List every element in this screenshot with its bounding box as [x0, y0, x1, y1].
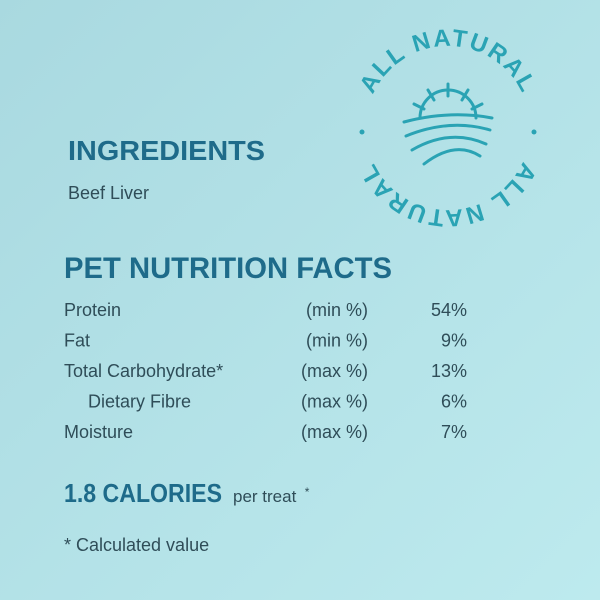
- sun-icon: [402, 82, 494, 166]
- nutrient-value: 9%: [441, 331, 467, 351]
- nutrient-value: 54%: [431, 300, 467, 320]
- calories-mark: *: [305, 485, 310, 499]
- nutrition-table: Protein (min %) 54% Fat (min %) 9% Total Carbo…: [64, 300, 467, 442]
- ingredients-title: INGREDIENTS: [68, 135, 265, 166]
- calories: 1.8 CALORIES per treat *: [64, 478, 310, 508]
- nutrient-name: Protein: [64, 300, 121, 320]
- footnote: * Calculated value: [64, 535, 209, 555]
- nutrition-title: PET NUTRITION FACTS: [64, 252, 392, 285]
- badge-dot: [531, 129, 537, 135]
- nutrient-value: 13%: [431, 361, 467, 381]
- nutrient-name: Fat: [64, 331, 90, 351]
- calories-unit: per treat: [233, 487, 297, 506]
- nutrient-name: Moisture: [64, 422, 133, 442]
- ingredients-text: Beef Liver: [68, 183, 149, 203]
- nutrient-basis: (max %): [301, 392, 368, 412]
- nutrient-value: 6%: [441, 392, 467, 412]
- badge-dot: [359, 129, 365, 135]
- nutrient-basis: (min %): [306, 300, 368, 320]
- nutrient-basis: (max %): [301, 361, 368, 381]
- calories-amount: 1.8 CALORIES: [64, 478, 222, 508]
- nutrient-name: Dietary Fibre: [88, 392, 191, 412]
- nutrient-basis: (max %): [301, 422, 368, 442]
- nutrient-value: 7%: [441, 422, 467, 442]
- nutrient-name: Total Carbohydrate*: [64, 361, 223, 381]
- nutrient-basis: (min %): [306, 331, 368, 351]
